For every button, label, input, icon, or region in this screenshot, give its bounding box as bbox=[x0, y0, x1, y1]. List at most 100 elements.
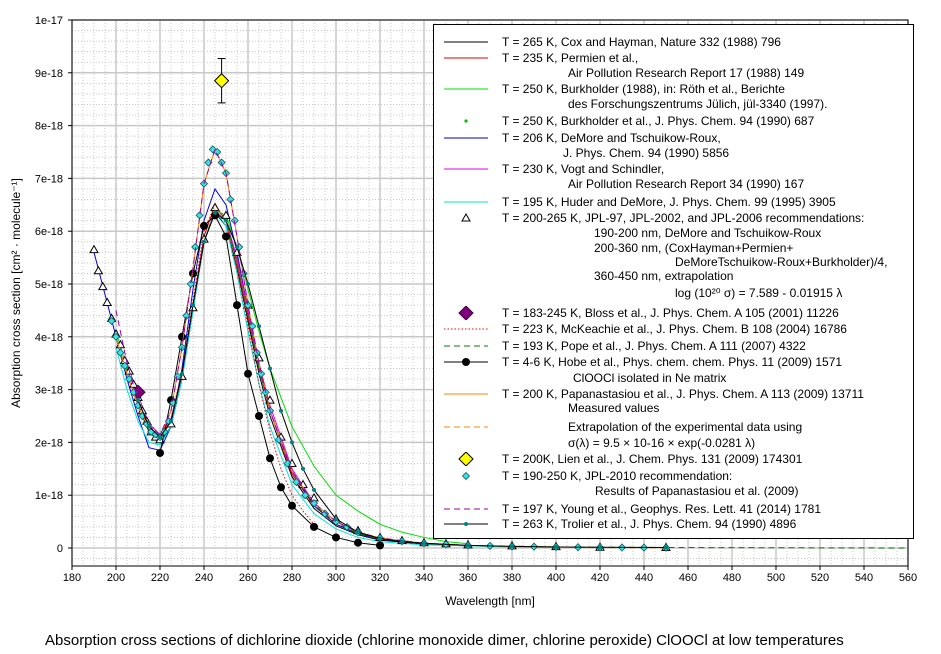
x-tick-labels: 180 200 220 240 260 280 300 320 340 360 380 400 420 4… bbox=[63, 566, 917, 584]
x-tick-label: 340 bbox=[415, 572, 433, 584]
legend-entry-label: T = 265 K, Cox and Hayman, Nature 332 (1… bbox=[502, 35, 781, 49]
x-tick-label: 280 bbox=[283, 572, 301, 584]
y-tick-label: 2e-18 bbox=[35, 437, 63, 449]
legend-sample-teal-dot bbox=[442, 517, 490, 531]
data-point bbox=[378, 536, 382, 541]
data-point bbox=[93, 265, 104, 275]
data-point bbox=[244, 369, 252, 378]
legend-symbol bbox=[444, 88, 488, 90]
data-point bbox=[255, 412, 263, 420]
legend-entry-continuation: 190-200 nm, DeMore and Tschuikow-Roux bbox=[594, 226, 822, 240]
x-tick-label: 380 bbox=[503, 572, 521, 584]
legend-entry-continuation: J. Phys. Chem. 94 (1990) 5856 bbox=[563, 146, 730, 160]
series-layer bbox=[89, 58, 909, 552]
series-trolier bbox=[136, 210, 668, 550]
data-point bbox=[111, 332, 121, 341]
legend-sample-solid bbox=[442, 387, 490, 401]
data-point bbox=[102, 297, 113, 306]
x-tick-label: 200 bbox=[107, 572, 125, 584]
legend-sample-solid bbox=[442, 51, 490, 65]
series-young bbox=[115, 147, 469, 546]
data-point bbox=[464, 522, 468, 526]
legend-entry-label: T = 200 K, Papanastasiou et al., J. Phys… bbox=[502, 387, 864, 401]
data-point bbox=[243, 301, 253, 310]
legend-symbol bbox=[444, 522, 488, 526]
series-hobe bbox=[156, 211, 384, 550]
data-point bbox=[156, 448, 164, 457]
legend-symbol bbox=[444, 201, 488, 203]
legend-entry-continuation: Measured values bbox=[568, 401, 660, 415]
x-tick-label: 480 bbox=[723, 572, 741, 584]
x-tick-label: 420 bbox=[591, 572, 609, 584]
y-tick-label: 5e-18 bbox=[35, 279, 63, 291]
x-tick-label: 320 bbox=[371, 572, 389, 584]
legend-entry-label: T = 200K, Lien et al., J. Chem. Phys. 13… bbox=[502, 452, 803, 466]
data-point bbox=[510, 544, 514, 549]
legend-symbol bbox=[458, 305, 474, 321]
x-tick-label: 240 bbox=[195, 572, 213, 584]
legend-sample-dashed bbox=[442, 502, 490, 516]
legend-symbol bbox=[461, 471, 471, 481]
series-jpl-2010 bbox=[107, 145, 671, 552]
legend-entry-label: T = 183-245 K, Bloss et al., J. Phys. Ch… bbox=[502, 306, 839, 320]
data-point bbox=[290, 440, 294, 445]
data-point bbox=[356, 530, 360, 535]
legend-entry-continuation: Air Pollution Research Report 17 (1988) … bbox=[568, 66, 805, 80]
data-point bbox=[312, 487, 316, 492]
figure-caption: Absorption cross sections of dichlorine … bbox=[45, 632, 844, 649]
x-tick-label: 180 bbox=[63, 572, 81, 584]
y-tick-label: 4e-18 bbox=[35, 332, 63, 344]
y-tick-labels: 0 1e-18 2e-18 3e-18 4e-18 5e-18 6e-18 7e-18 8e-1… bbox=[35, 15, 72, 555]
x-tick-label: 260 bbox=[239, 572, 257, 584]
data-point bbox=[158, 435, 162, 440]
legend-entry-continuation: DeMoreTschuikow-Roux+Burkholder)/4, bbox=[675, 255, 888, 269]
x-tick-label: 520 bbox=[811, 572, 829, 584]
legend-entry-continuation: 200-360 nm, (CoxHayman+Permien+ bbox=[594, 241, 794, 255]
x-tick-label: 400 bbox=[547, 572, 565, 584]
data-point bbox=[268, 366, 272, 371]
data-point bbox=[458, 451, 474, 467]
legend-sample-yellow-diamond bbox=[442, 451, 490, 467]
y-tick-label: 8e-18 bbox=[35, 121, 63, 133]
data-point bbox=[400, 539, 404, 544]
data-point bbox=[320, 509, 330, 518]
data-point bbox=[189, 269, 197, 278]
legend-symbol bbox=[461, 212, 471, 222]
legend-entry-continuation: Results of Papanastasiou et al. (2009) bbox=[595, 484, 799, 498]
data-point bbox=[178, 332, 186, 341]
legend-symbol bbox=[444, 393, 488, 395]
data-point bbox=[554, 544, 558, 549]
y-tick-label: 1e-17 bbox=[35, 15, 63, 27]
data-point bbox=[279, 408, 283, 413]
data-point bbox=[422, 541, 426, 546]
data-point bbox=[334, 516, 338, 521]
series-line bbox=[115, 208, 557, 548]
data-point bbox=[464, 119, 468, 123]
legend-sample-solid bbox=[442, 195, 490, 209]
y-tick-label: 1e-18 bbox=[35, 490, 63, 502]
legend-sample-solid bbox=[442, 162, 490, 176]
legend-sample-solid bbox=[442, 35, 490, 49]
y-tick-label: 0 bbox=[57, 543, 63, 555]
legend-symbol bbox=[444, 328, 488, 330]
data-point bbox=[664, 545, 668, 550]
legend-entry-continuation: 360-450 nm, extrapolation bbox=[594, 269, 734, 283]
data-point bbox=[180, 371, 184, 376]
data-point bbox=[332, 533, 340, 542]
legend-symbol bbox=[444, 358, 488, 366]
legend-sample-solid bbox=[442, 82, 490, 96]
legend-entry-continuation: des Forschungszentrums Jülich, jül-3340 … bbox=[568, 97, 828, 111]
legend-entry-label: T = 230 K, Vogt and Schindler, bbox=[502, 162, 665, 176]
data-point bbox=[235, 245, 239, 250]
legend-entry-label: T = 197 K, Young et al., Geophys. Res. L… bbox=[502, 502, 822, 516]
legend-entry-label: T = 235 K, Permien et al., bbox=[502, 51, 639, 65]
legend-entry-label: T = 4-6 K, Hobe et al., Phys. chem. chem… bbox=[502, 355, 843, 369]
data-point bbox=[97, 281, 108, 291]
legend-entry-label: T = 263 K, Trolier et al., J. Phys. Chem… bbox=[502, 517, 797, 531]
data-point bbox=[274, 435, 283, 444]
data-point bbox=[200, 221, 208, 230]
legend-entry-label: T = 206 K, DeMore and Tschuikow-Roux, bbox=[502, 131, 721, 145]
legend-symbol bbox=[444, 41, 488, 43]
legend-entry-label: Extrapolation of the experimental data u… bbox=[568, 420, 803, 434]
data-point bbox=[277, 483, 285, 492]
